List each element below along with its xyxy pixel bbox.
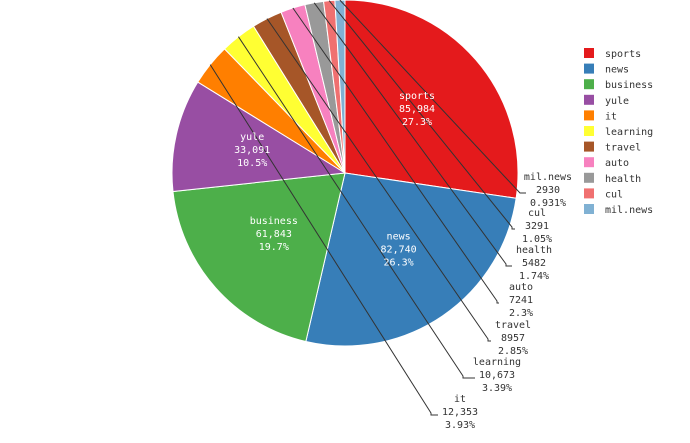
pie-slice-news bbox=[305, 172, 517, 347]
legend-label-sports: sports bbox=[605, 49, 641, 60]
slice-label-yule-name: yule bbox=[240, 132, 264, 143]
slice-label-business-name: business bbox=[250, 216, 298, 227]
slice-label-news-percent: 26.3% bbox=[384, 258, 414, 269]
legend-swatch-news bbox=[584, 63, 594, 74]
pie-slice-business bbox=[172, 172, 346, 343]
slice-label-health-value: 5482 bbox=[522, 258, 546, 269]
slice-label-sports-percent: 27.3% bbox=[402, 117, 432, 128]
slice-label-health-name: health bbox=[516, 245, 552, 256]
slice-label-health-percent: 1.74% bbox=[519, 271, 549, 282]
slice-label-auto-percent: 2.3% bbox=[509, 308, 533, 319]
legend-label-it: it bbox=[605, 111, 617, 122]
legend-label-health: health bbox=[605, 174, 641, 185]
leader-line-mil-news bbox=[339, 0, 526, 194]
legend-swatch-mil-news bbox=[584, 204, 594, 214]
slice-label-mil-news-value: 2930 bbox=[536, 185, 560, 196]
legend-label-cul: cul bbox=[605, 189, 623, 200]
slice-label-cul-percent: 1.05% bbox=[522, 234, 552, 245]
slice-label-travel-value: 8957 bbox=[501, 333, 525, 344]
legend-swatch-travel bbox=[584, 141, 594, 152]
legend: sports news business yule it learning travel au… bbox=[584, 48, 653, 216]
slice-label-cul-value: 3291 bbox=[525, 221, 549, 232]
slice-label-mil-news-percent: 0.931% bbox=[530, 198, 566, 209]
slice-label-travel-name: travel bbox=[495, 320, 531, 331]
leader-line-health bbox=[313, 2, 512, 267]
slice-label-yule-percent: 10.5% bbox=[237, 158, 267, 169]
slice-label-travel-percent: 2.85% bbox=[498, 346, 528, 357]
slice-labels: sports 85,984 27.3% news 82,740 26.3% business… bbox=[234, 91, 572, 431]
legend-label-auto: auto bbox=[605, 158, 629, 169]
legend-label-business: business bbox=[605, 80, 653, 91]
legend-label-yule: yule bbox=[605, 96, 629, 107]
legend-swatch-it bbox=[584, 110, 594, 121]
leader-lines bbox=[209, 0, 526, 416]
legend-swatch-learning bbox=[584, 126, 594, 136]
legend-label-mil-news: mil.news bbox=[605, 205, 653, 216]
legend-swatch-business bbox=[584, 79, 594, 90]
pie-slice-yule bbox=[171, 81, 347, 193]
legend-swatch-yule bbox=[584, 94, 594, 105]
legend-label-learning: learning bbox=[605, 127, 653, 138]
slice-label-it-name: it bbox=[454, 394, 466, 405]
legend-label-news: news bbox=[605, 65, 629, 76]
pie-slice-sports bbox=[344, 0, 519, 199]
slice-label-sports-value: 85,984 bbox=[399, 104, 435, 115]
legend-swatch-auto bbox=[584, 157, 594, 168]
slice-label-business-value: 61,843 bbox=[256, 229, 292, 240]
legend-swatch-sports bbox=[584, 48, 594, 58]
slice-label-sports-name: sports bbox=[399, 91, 435, 102]
leader-line-it bbox=[209, 64, 438, 416]
slice-label-it-percent: 3.93% bbox=[445, 420, 475, 431]
slice-label-yule-value: 33,091 bbox=[234, 145, 270, 156]
leader-line-auto bbox=[292, 7, 499, 304]
legend-label-travel: travel bbox=[605, 143, 641, 154]
slice-label-mil-news-name: mil.news bbox=[524, 172, 572, 183]
slice-label-it-value: 12,353 bbox=[442, 407, 478, 418]
slice-label-auto-value: 7241 bbox=[509, 295, 533, 306]
legend-swatch-cul bbox=[584, 188, 594, 199]
slice-label-learning-percent: 3.39% bbox=[482, 383, 512, 394]
legend-swatch-health bbox=[584, 172, 594, 183]
leader-line-learning bbox=[237, 36, 475, 379]
pie-slices bbox=[171, 0, 519, 347]
slice-label-news-value: 82,740 bbox=[381, 245, 417, 256]
slice-label-learning-value: 10,673 bbox=[479, 370, 515, 381]
leader-line-travel bbox=[266, 18, 491, 342]
slice-label-learning-name: learning bbox=[473, 357, 521, 368]
slice-label-cul-name: cul bbox=[528, 208, 546, 219]
slice-label-news-name: news bbox=[387, 232, 411, 243]
slice-label-auto-name: auto bbox=[509, 282, 533, 293]
leader-line-cul bbox=[328, 0, 515, 230]
slice-label-business-percent: 19.7% bbox=[259, 242, 289, 253]
